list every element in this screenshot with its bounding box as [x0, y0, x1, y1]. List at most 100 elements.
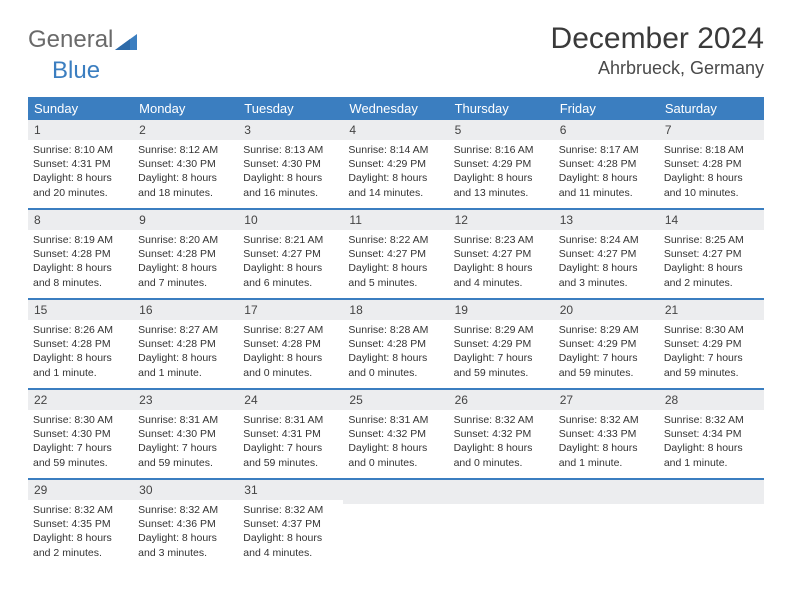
calendar-day-cell: 6Sunrise: 8:17 AMSunset: 4:28 PMDaylight… [554, 120, 659, 209]
day-details: Sunrise: 8:23 AMSunset: 4:27 PMDaylight:… [449, 230, 554, 293]
day-number: 11 [343, 210, 448, 230]
sunrise-line: Sunrise: 8:29 AM [559, 323, 654, 337]
day-details: Sunrise: 8:17 AMSunset: 4:28 PMDaylight:… [554, 140, 659, 203]
calendar-day-cell: 24Sunrise: 8:31 AMSunset: 4:31 PMDayligh… [238, 389, 343, 479]
calendar-week: 29Sunrise: 8:32 AMSunset: 4:35 PMDayligh… [28, 479, 764, 568]
day-number: 6 [554, 120, 659, 140]
weekday-header: Saturday [659, 97, 764, 120]
sunrise-line: Sunrise: 8:26 AM [33, 323, 128, 337]
sunrise-line: Sunrise: 8:32 AM [559, 413, 654, 427]
sunrise-line: Sunrise: 8:32 AM [664, 413, 759, 427]
day-number: 27 [554, 390, 659, 410]
sunrise-line: Sunrise: 8:18 AM [664, 143, 759, 157]
sunrise-line: Sunrise: 8:17 AM [559, 143, 654, 157]
sunset-line: Sunset: 4:27 PM [243, 247, 338, 261]
sunrise-line: Sunrise: 8:27 AM [243, 323, 338, 337]
sunset-line: Sunset: 4:35 PM [33, 517, 128, 531]
day-details: Sunrise: 8:27 AMSunset: 4:28 PMDaylight:… [133, 320, 238, 383]
calendar-day-cell: 7Sunrise: 8:18 AMSunset: 4:28 PMDaylight… [659, 120, 764, 209]
sunset-line: Sunset: 4:34 PM [664, 427, 759, 441]
sunset-line: Sunset: 4:28 PM [348, 337, 443, 351]
sunrise-line: Sunrise: 8:31 AM [243, 413, 338, 427]
day-number: 16 [133, 300, 238, 320]
calendar-day-cell: 11Sunrise: 8:22 AMSunset: 4:27 PMDayligh… [343, 209, 448, 299]
brand-part2: Blue [52, 57, 100, 84]
calendar-day-cell: 13Sunrise: 8:24 AMSunset: 4:27 PMDayligh… [554, 209, 659, 299]
day-details-empty [554, 504, 659, 565]
day-details: Sunrise: 8:32 AMSunset: 4:35 PMDaylight:… [28, 500, 133, 563]
sunrise-line: Sunrise: 8:30 AM [33, 413, 128, 427]
daylight-line: Daylight: 8 hours and 1 minute. [664, 441, 759, 469]
daylight-line: Daylight: 7 hours and 59 minutes. [559, 351, 654, 379]
calendar-day-cell [343, 479, 448, 568]
daylight-line: Daylight: 8 hours and 1 minute. [138, 351, 233, 379]
sunset-line: Sunset: 4:36 PM [138, 517, 233, 531]
daylight-line: Daylight: 8 hours and 16 minutes. [243, 171, 338, 199]
calendar-day-cell: 16Sunrise: 8:27 AMSunset: 4:28 PMDayligh… [133, 299, 238, 389]
day-number: 8 [28, 210, 133, 230]
calendar-day-cell: 10Sunrise: 8:21 AMSunset: 4:27 PMDayligh… [238, 209, 343, 299]
day-details: Sunrise: 8:29 AMSunset: 4:29 PMDaylight:… [449, 320, 554, 383]
calendar-day-cell: 2Sunrise: 8:12 AMSunset: 4:30 PMDaylight… [133, 120, 238, 209]
calendar-day-cell: 27 Sunrise: 8:32 AMSunset: 4:33 PMDayligh… [554, 389, 659, 479]
calendar-day-cell: 17Sunrise: 8:27 AMSunset: 4:28 PMDayligh… [238, 299, 343, 389]
day-number: 5 [449, 120, 554, 140]
day-number: 9 [133, 210, 238, 230]
day-number: 18 [343, 300, 448, 320]
day-details: Sunrise: 8:32 AMSunset: 4:37 PMDaylight:… [238, 500, 343, 563]
sunrise-line: Sunrise: 8:31 AM [138, 413, 233, 427]
day-number: 21 [659, 300, 764, 320]
sunset-line: Sunset: 4:28 PM [33, 247, 128, 261]
calendar-day-cell: 25Sunrise: 8:31 AMSunset: 4:32 PMDayligh… [343, 389, 448, 479]
calendar-day-cell: 4Sunrise: 8:14 AMSunset: 4:29 PMDaylight… [343, 120, 448, 209]
brand-part1: General [28, 26, 113, 54]
day-details: Sunrise: 8:10 AMSunset: 4:31 PMDaylight:… [28, 140, 133, 203]
daylight-line: Daylight: 8 hours and 2 minutes. [664, 261, 759, 289]
day-details: Sunrise: 8:18 AMSunset: 4:28 PMDaylight:… [659, 140, 764, 203]
day-number: 4 [343, 120, 448, 140]
day-number-empty [343, 480, 448, 504]
day-details: Sunrise: 8:32 AMSunset: 4:36 PMDaylight:… [133, 500, 238, 563]
daylight-line: Daylight: 8 hours and 1 minute. [559, 441, 654, 469]
calendar-day-cell: 23Sunrise: 8:31 AMSunset: 4:30 PMDayligh… [133, 389, 238, 479]
daylight-line: Daylight: 8 hours and 7 minutes. [138, 261, 233, 289]
sunset-line: Sunset: 4:28 PM [559, 157, 654, 171]
day-number: 24 [238, 390, 343, 410]
weekday-header: Friday [554, 97, 659, 120]
calendar-day-cell: 21Sunrise: 8:30 AMSunset: 4:29 PMDayligh… [659, 299, 764, 389]
weekday-header: Tuesday [238, 97, 343, 120]
daylight-line: Daylight: 8 hours and 4 minutes. [454, 261, 549, 289]
daylight-line: Daylight: 8 hours and 10 minutes. [664, 171, 759, 199]
sunrise-line: Sunrise: 8:20 AM [138, 233, 233, 247]
daylight-line: Daylight: 8 hours and 2 minutes. [33, 531, 128, 559]
day-number: 22 [28, 390, 133, 410]
day-number-empty [659, 480, 764, 504]
day-number: 29 [28, 480, 133, 500]
sunrise-line: Sunrise: 8:32 AM [454, 413, 549, 427]
weekday-header-row: Sunday Monday Tuesday Wednesday Thursday… [28, 97, 764, 120]
calendar-day-cell: 3Sunrise: 8:13 AMSunset: 4:30 PMDaylight… [238, 120, 343, 209]
day-details: Sunrise: 8:32 AMSunset: 4:34 PMDaylight:… [659, 410, 764, 473]
daylight-line: Daylight: 7 hours and 59 minutes. [138, 441, 233, 469]
sunset-line: Sunset: 4:27 PM [559, 247, 654, 261]
day-details: Sunrise: 8:19 AMSunset: 4:28 PMDaylight:… [28, 230, 133, 293]
calendar-day-cell [554, 479, 659, 568]
day-number: 17 [238, 300, 343, 320]
sunset-line: Sunset: 4:33 PM [559, 427, 654, 441]
daylight-line: Daylight: 8 hours and 14 minutes. [348, 171, 443, 199]
daylight-line: Daylight: 8 hours and 11 minutes. [559, 171, 654, 199]
sunset-line: Sunset: 4:27 PM [454, 247, 549, 261]
calendar-week: 8Sunrise: 8:19 AMSunset: 4:28 PMDaylight… [28, 209, 764, 299]
brand-triangle-icon [115, 30, 137, 50]
sunrise-line: Sunrise: 8:23 AM [454, 233, 549, 247]
calendar-day-cell: 18Sunrise: 8:28 AMSunset: 4:28 PMDayligh… [343, 299, 448, 389]
day-details-empty [659, 504, 764, 565]
day-details: Sunrise: 8:32 AMSunset: 4:32 PMDaylight:… [449, 410, 554, 473]
sunrise-line: Sunrise: 8:32 AM [33, 503, 128, 517]
calendar-day-cell: 8Sunrise: 8:19 AMSunset: 4:28 PMDaylight… [28, 209, 133, 299]
calendar-day-cell: 31Sunrise: 8:32 AMSunset: 4:37 PMDayligh… [238, 479, 343, 568]
day-number: 10 [238, 210, 343, 230]
sunset-line: Sunset: 4:31 PM [33, 157, 128, 171]
sunset-line: Sunset: 4:32 PM [454, 427, 549, 441]
daylight-line: Daylight: 8 hours and 0 minutes. [243, 351, 338, 379]
